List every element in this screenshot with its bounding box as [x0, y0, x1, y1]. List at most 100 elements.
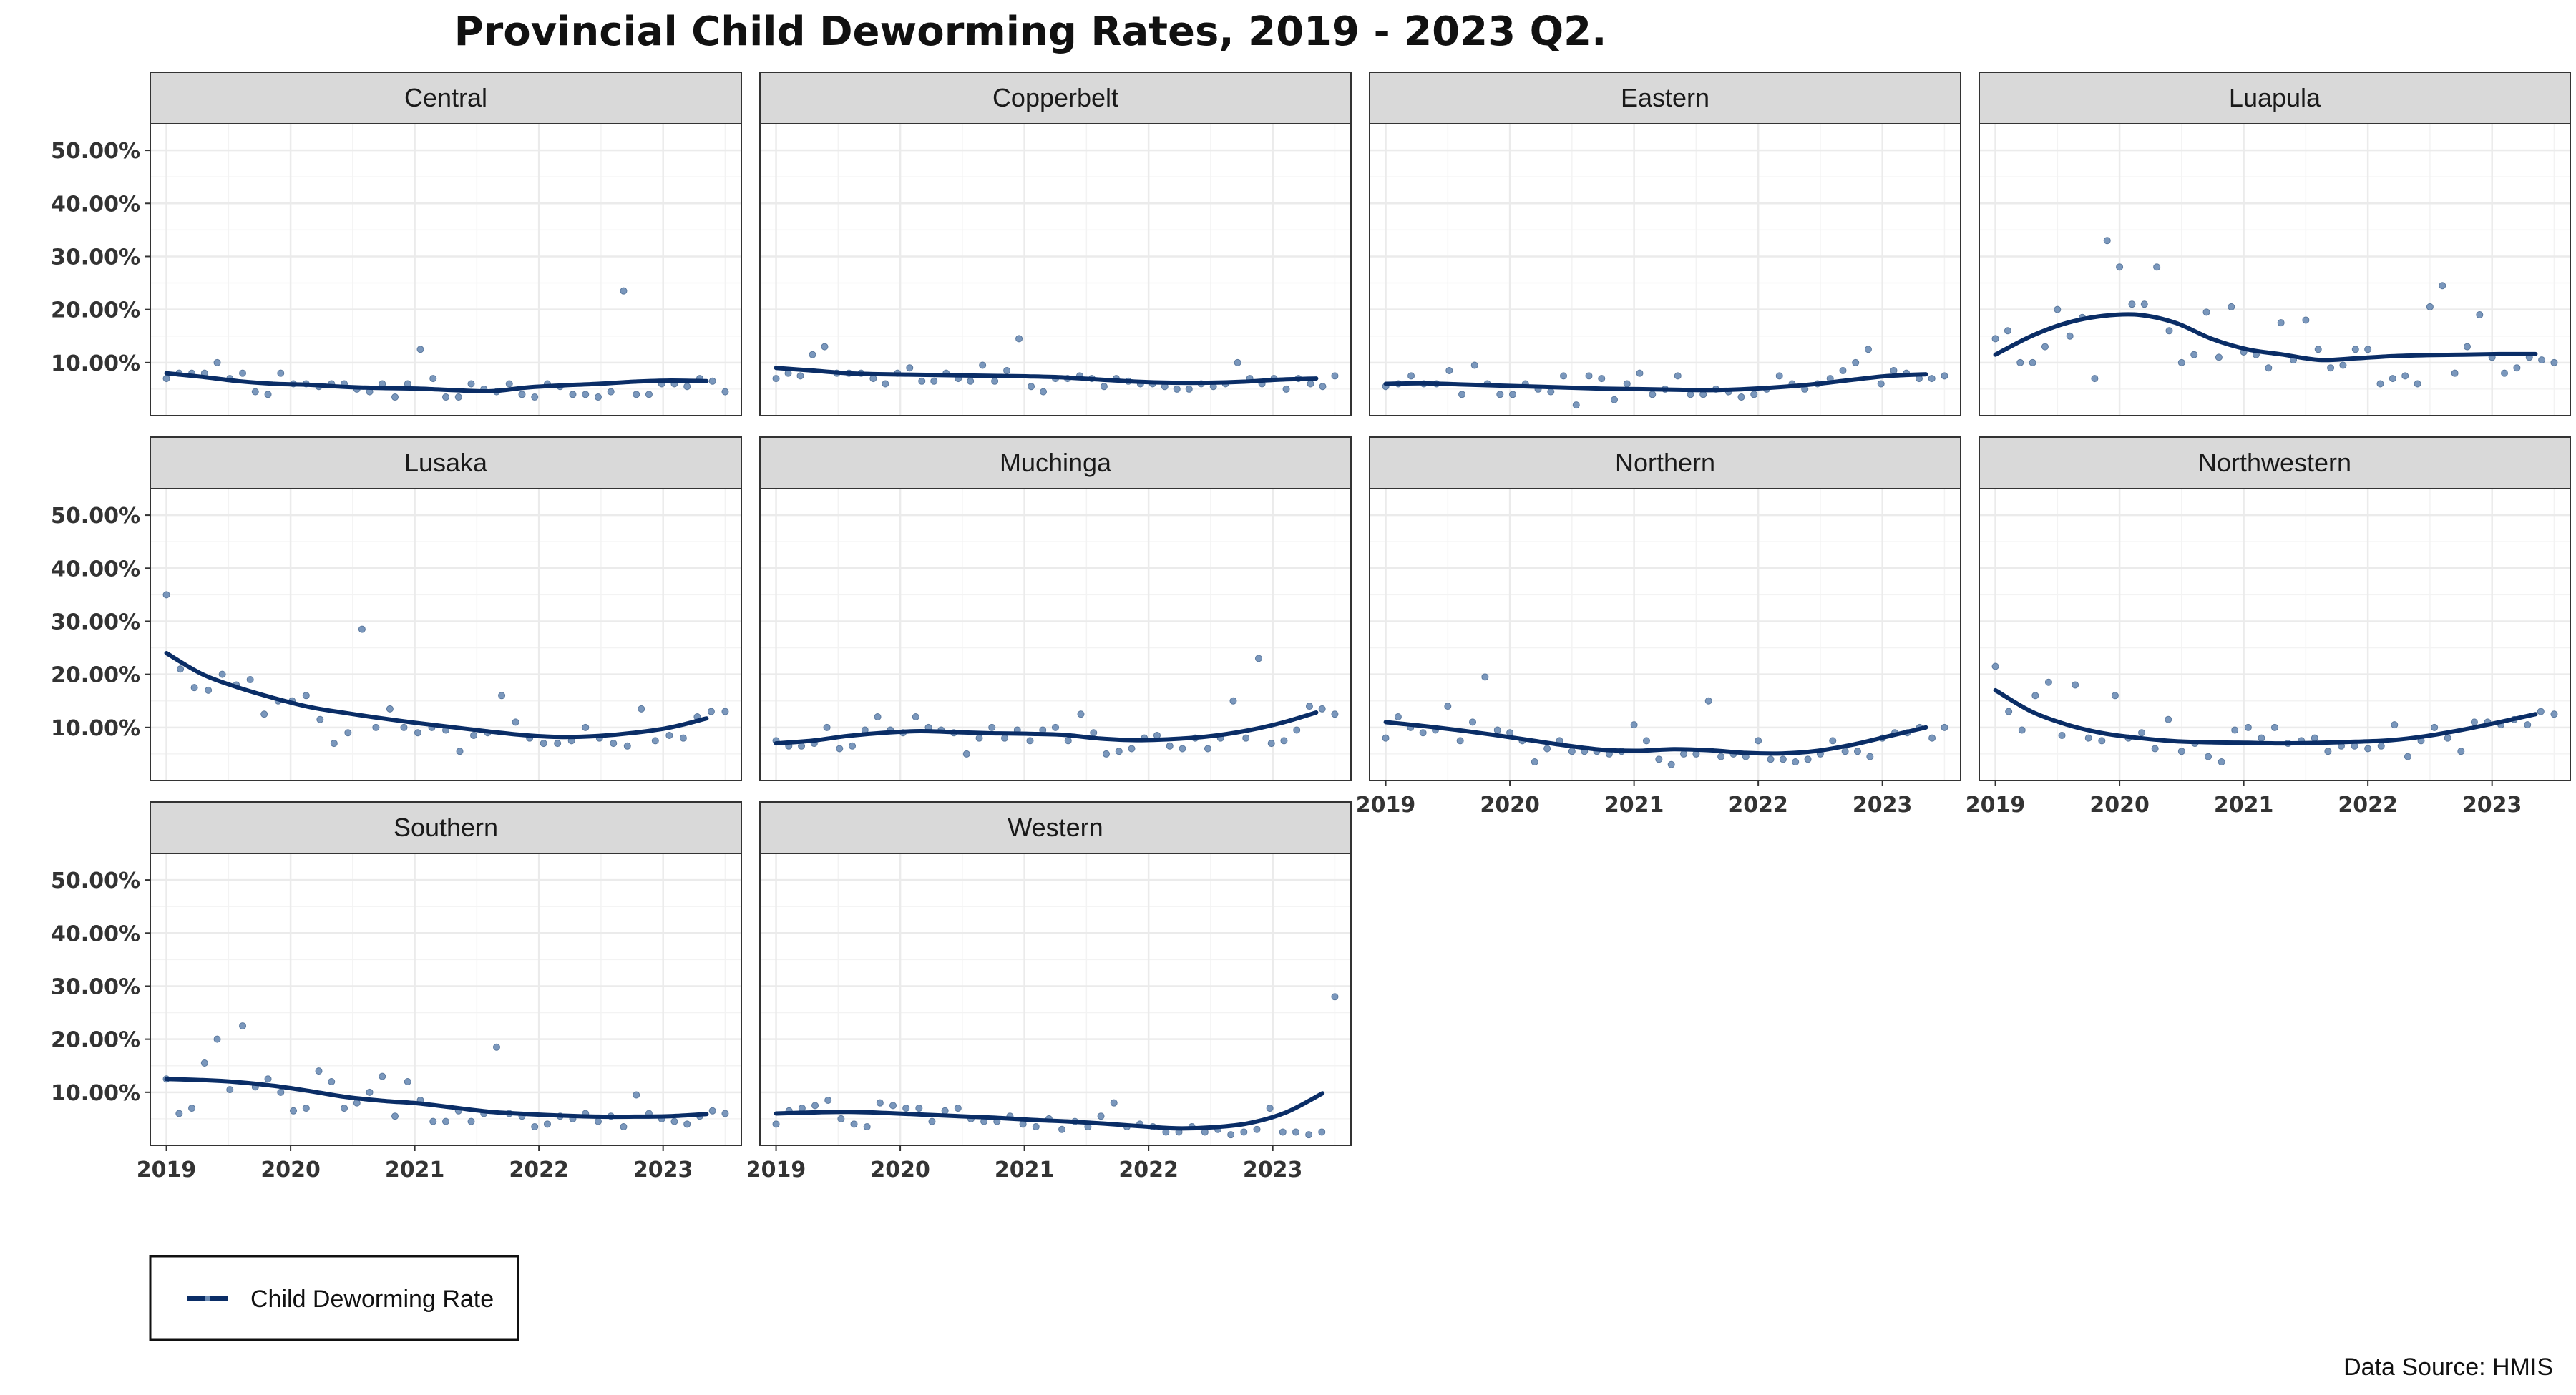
data-point — [391, 1112, 399, 1120]
data-point — [1598, 375, 1606, 383]
data-point — [2476, 311, 2484, 319]
data-point — [2084, 734, 2092, 742]
data-point — [707, 708, 715, 715]
plot-background — [760, 853, 1351, 1145]
panel-western: Western 2019 2020 2021 2022 2023 — [746, 801, 1352, 1183]
data-point — [1839, 366, 1847, 374]
data-point — [1877, 380, 1885, 388]
facet-strip — [759, 72, 1352, 124]
data-point — [1242, 734, 1250, 742]
data-point — [1458, 391, 1466, 398]
data-point — [2111, 692, 2119, 700]
trend-line — [774, 1091, 1325, 1131]
data-point — [2324, 748, 2332, 755]
x-tick-label: 2023 — [1853, 793, 1913, 818]
data-point — [962, 750, 970, 758]
data-point — [277, 369, 285, 377]
data-point — [190, 684, 198, 692]
data-point — [2058, 731, 2066, 739]
data-point — [1293, 726, 1301, 734]
data-point — [1470, 361, 1478, 369]
data-point — [2228, 303, 2235, 310]
data-point — [260, 710, 268, 718]
data-point — [2513, 364, 2521, 372]
panel-border — [1979, 123, 2571, 416]
data-point — [518, 391, 526, 398]
data-point — [442, 1117, 449, 1125]
data-point — [175, 1110, 183, 1117]
data-point — [2302, 316, 2310, 324]
x-tick-label: 2022 — [1118, 1157, 1179, 1183]
data-point — [1305, 1131, 1313, 1139]
data-point — [1737, 393, 1745, 401]
data-point — [2376, 380, 2384, 388]
data-point — [1585, 372, 1593, 380]
data-point — [277, 1088, 285, 1096]
data-point — [467, 1117, 475, 1125]
data-point — [290, 1107, 298, 1115]
data-point — [1852, 358, 1860, 366]
data-point — [188, 1105, 196, 1112]
data-point — [2231, 726, 2239, 734]
data-point — [2029, 358, 2036, 366]
data-point — [798, 1105, 806, 1112]
data-point — [837, 1115, 845, 1122]
data-point — [2444, 734, 2451, 742]
data-point — [610, 740, 618, 748]
data-point — [623, 742, 631, 750]
facet-label: Southern — [394, 813, 498, 842]
x-tick-label: 2019 — [137, 1157, 197, 1183]
data-point — [633, 391, 640, 398]
data-point — [1804, 755, 1812, 763]
trend-line — [164, 371, 709, 394]
data-point — [1667, 760, 1675, 768]
data-point — [1040, 388, 1048, 396]
data-point — [315, 1067, 323, 1075]
data-point — [531, 1123, 539, 1131]
data-point — [391, 393, 399, 401]
data-point — [1469, 718, 1477, 726]
data-point — [1102, 750, 1110, 758]
data-point — [1319, 383, 1327, 391]
facet-label: Luapula — [2229, 83, 2321, 112]
data-point — [2258, 734, 2265, 742]
y-tick-label: 20.00% — [51, 1028, 140, 1053]
data-point — [2202, 308, 2210, 316]
data-point — [366, 1088, 374, 1096]
data-point — [1394, 713, 1402, 720]
data-point — [1382, 734, 1390, 742]
data-point — [330, 740, 338, 748]
plot-background — [1979, 489, 2570, 780]
data-point — [1419, 729, 1427, 737]
x-tick-label: 2020 — [1480, 793, 1540, 818]
trend-line — [1383, 720, 1928, 756]
data-point — [2550, 710, 2558, 718]
data-point — [645, 391, 653, 398]
x-tick-label: 2019 — [1966, 793, 2026, 818]
data-point — [1636, 369, 1644, 377]
data-point — [429, 1117, 437, 1125]
data-point — [1052, 723, 1059, 731]
data-point — [882, 380, 889, 388]
plot-background — [1370, 489, 1961, 780]
data-point — [889, 1102, 897, 1110]
data-point — [796, 372, 804, 380]
data-point — [2414, 380, 2421, 388]
data-point — [2391, 721, 2399, 729]
data-point — [1229, 697, 1237, 705]
x-tick-label: 2023 — [1243, 1157, 1303, 1183]
y-tick-label: 10.00% — [51, 1081, 140, 1106]
facet-strip — [150, 436, 742, 489]
data-point — [2327, 364, 2335, 372]
data-point — [2401, 372, 2409, 380]
plot-background — [1979, 124, 2570, 416]
trend-line — [1993, 687, 2538, 746]
panel-border — [150, 853, 742, 1146]
data-point — [2439, 282, 2446, 290]
data-point — [162, 375, 170, 383]
data-point — [2538, 356, 2546, 364]
data-point — [1267, 740, 1275, 748]
data-point — [2265, 364, 2273, 372]
data-point — [1032, 1123, 1040, 1131]
facet-label: Muchinga — [1000, 448, 1112, 477]
